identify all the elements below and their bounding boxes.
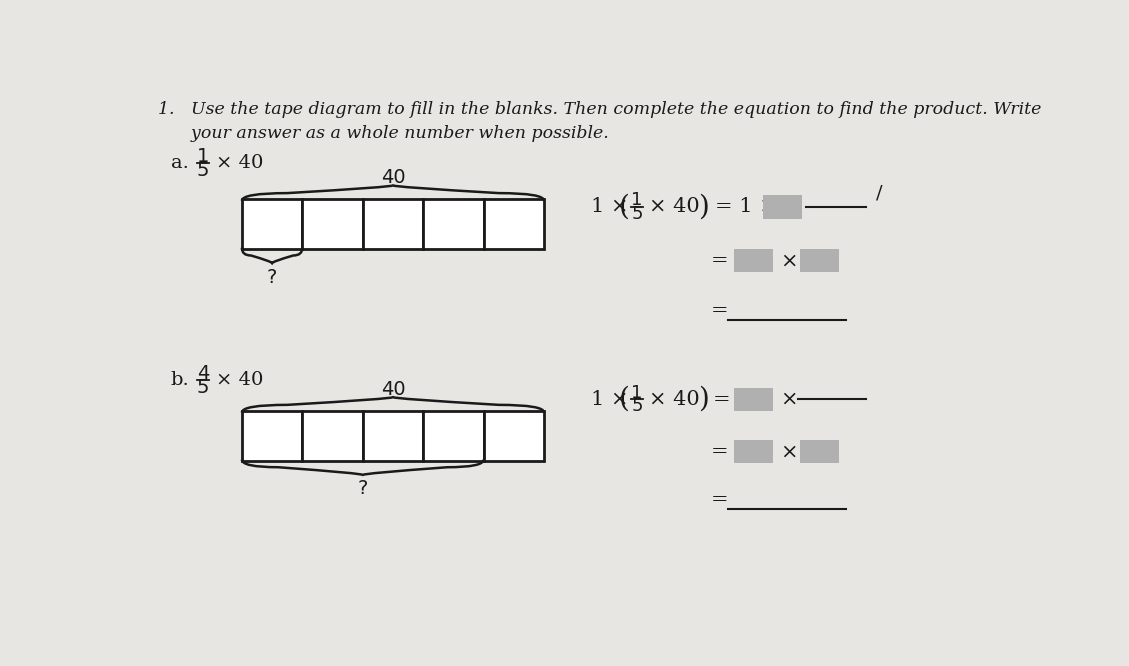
Text: b.: b. [170, 371, 190, 389]
Text: × 40: × 40 [216, 154, 263, 172]
Text: 1.   Use the tape diagram to fill in the blanks. Then complete the equation to f: 1. Use the tape diagram to fill in the b… [158, 101, 1042, 119]
Bar [303, 411, 362, 461]
Bar [362, 411, 423, 461]
Bar [362, 199, 423, 249]
Text: a.: a. [170, 154, 189, 172]
Text: your answer as a whole number when possible.: your answer as a whole number when possi… [158, 125, 609, 142]
Bar [483, 411, 544, 461]
Bar [242, 411, 303, 461]
Text: 1: 1 [196, 147, 209, 166]
Text: =: = [714, 390, 730, 409]
Bar [423, 411, 483, 461]
Text: =: = [711, 251, 728, 270]
Text: =: = [711, 302, 728, 320]
Text: 40: 40 [380, 380, 405, 399]
Text: × 40: × 40 [649, 390, 700, 409]
Text: 1: 1 [631, 191, 642, 209]
Bar [799, 249, 839, 272]
Text: 1 ×: 1 × [590, 390, 634, 409]
Bar [242, 199, 303, 249]
Bar [423, 199, 483, 249]
Text: 5: 5 [631, 398, 642, 416]
Text: 1 ×: 1 × [590, 198, 634, 216]
Text: = 1 ×: = 1 × [715, 198, 777, 216]
Text: =: = [711, 490, 728, 509]
Text: ?: ? [266, 268, 278, 286]
Text: ×: × [780, 390, 797, 409]
Text: × 40: × 40 [649, 198, 700, 216]
Text: ): ) [698, 386, 709, 413]
Text: 5: 5 [196, 378, 209, 397]
Text: (: ( [619, 386, 629, 413]
Bar [799, 440, 839, 464]
Text: 1: 1 [631, 384, 642, 402]
Bar [734, 440, 772, 464]
Bar [303, 199, 362, 249]
Text: 40: 40 [380, 168, 405, 187]
Text: ×: × [780, 442, 798, 462]
Bar [763, 195, 803, 218]
Text: 5: 5 [196, 161, 209, 180]
Text: 4: 4 [196, 364, 209, 383]
Text: (: ( [619, 193, 629, 220]
Bar [483, 199, 544, 249]
Text: ): ) [698, 193, 709, 220]
Text: /: / [876, 184, 883, 202]
Text: ×: × [780, 251, 798, 270]
Bar [734, 249, 772, 272]
Text: =: = [711, 442, 728, 462]
Text: × 40: × 40 [216, 371, 263, 389]
Text: 5: 5 [631, 205, 642, 223]
Text: ?: ? [358, 480, 368, 498]
Bar [734, 388, 772, 411]
